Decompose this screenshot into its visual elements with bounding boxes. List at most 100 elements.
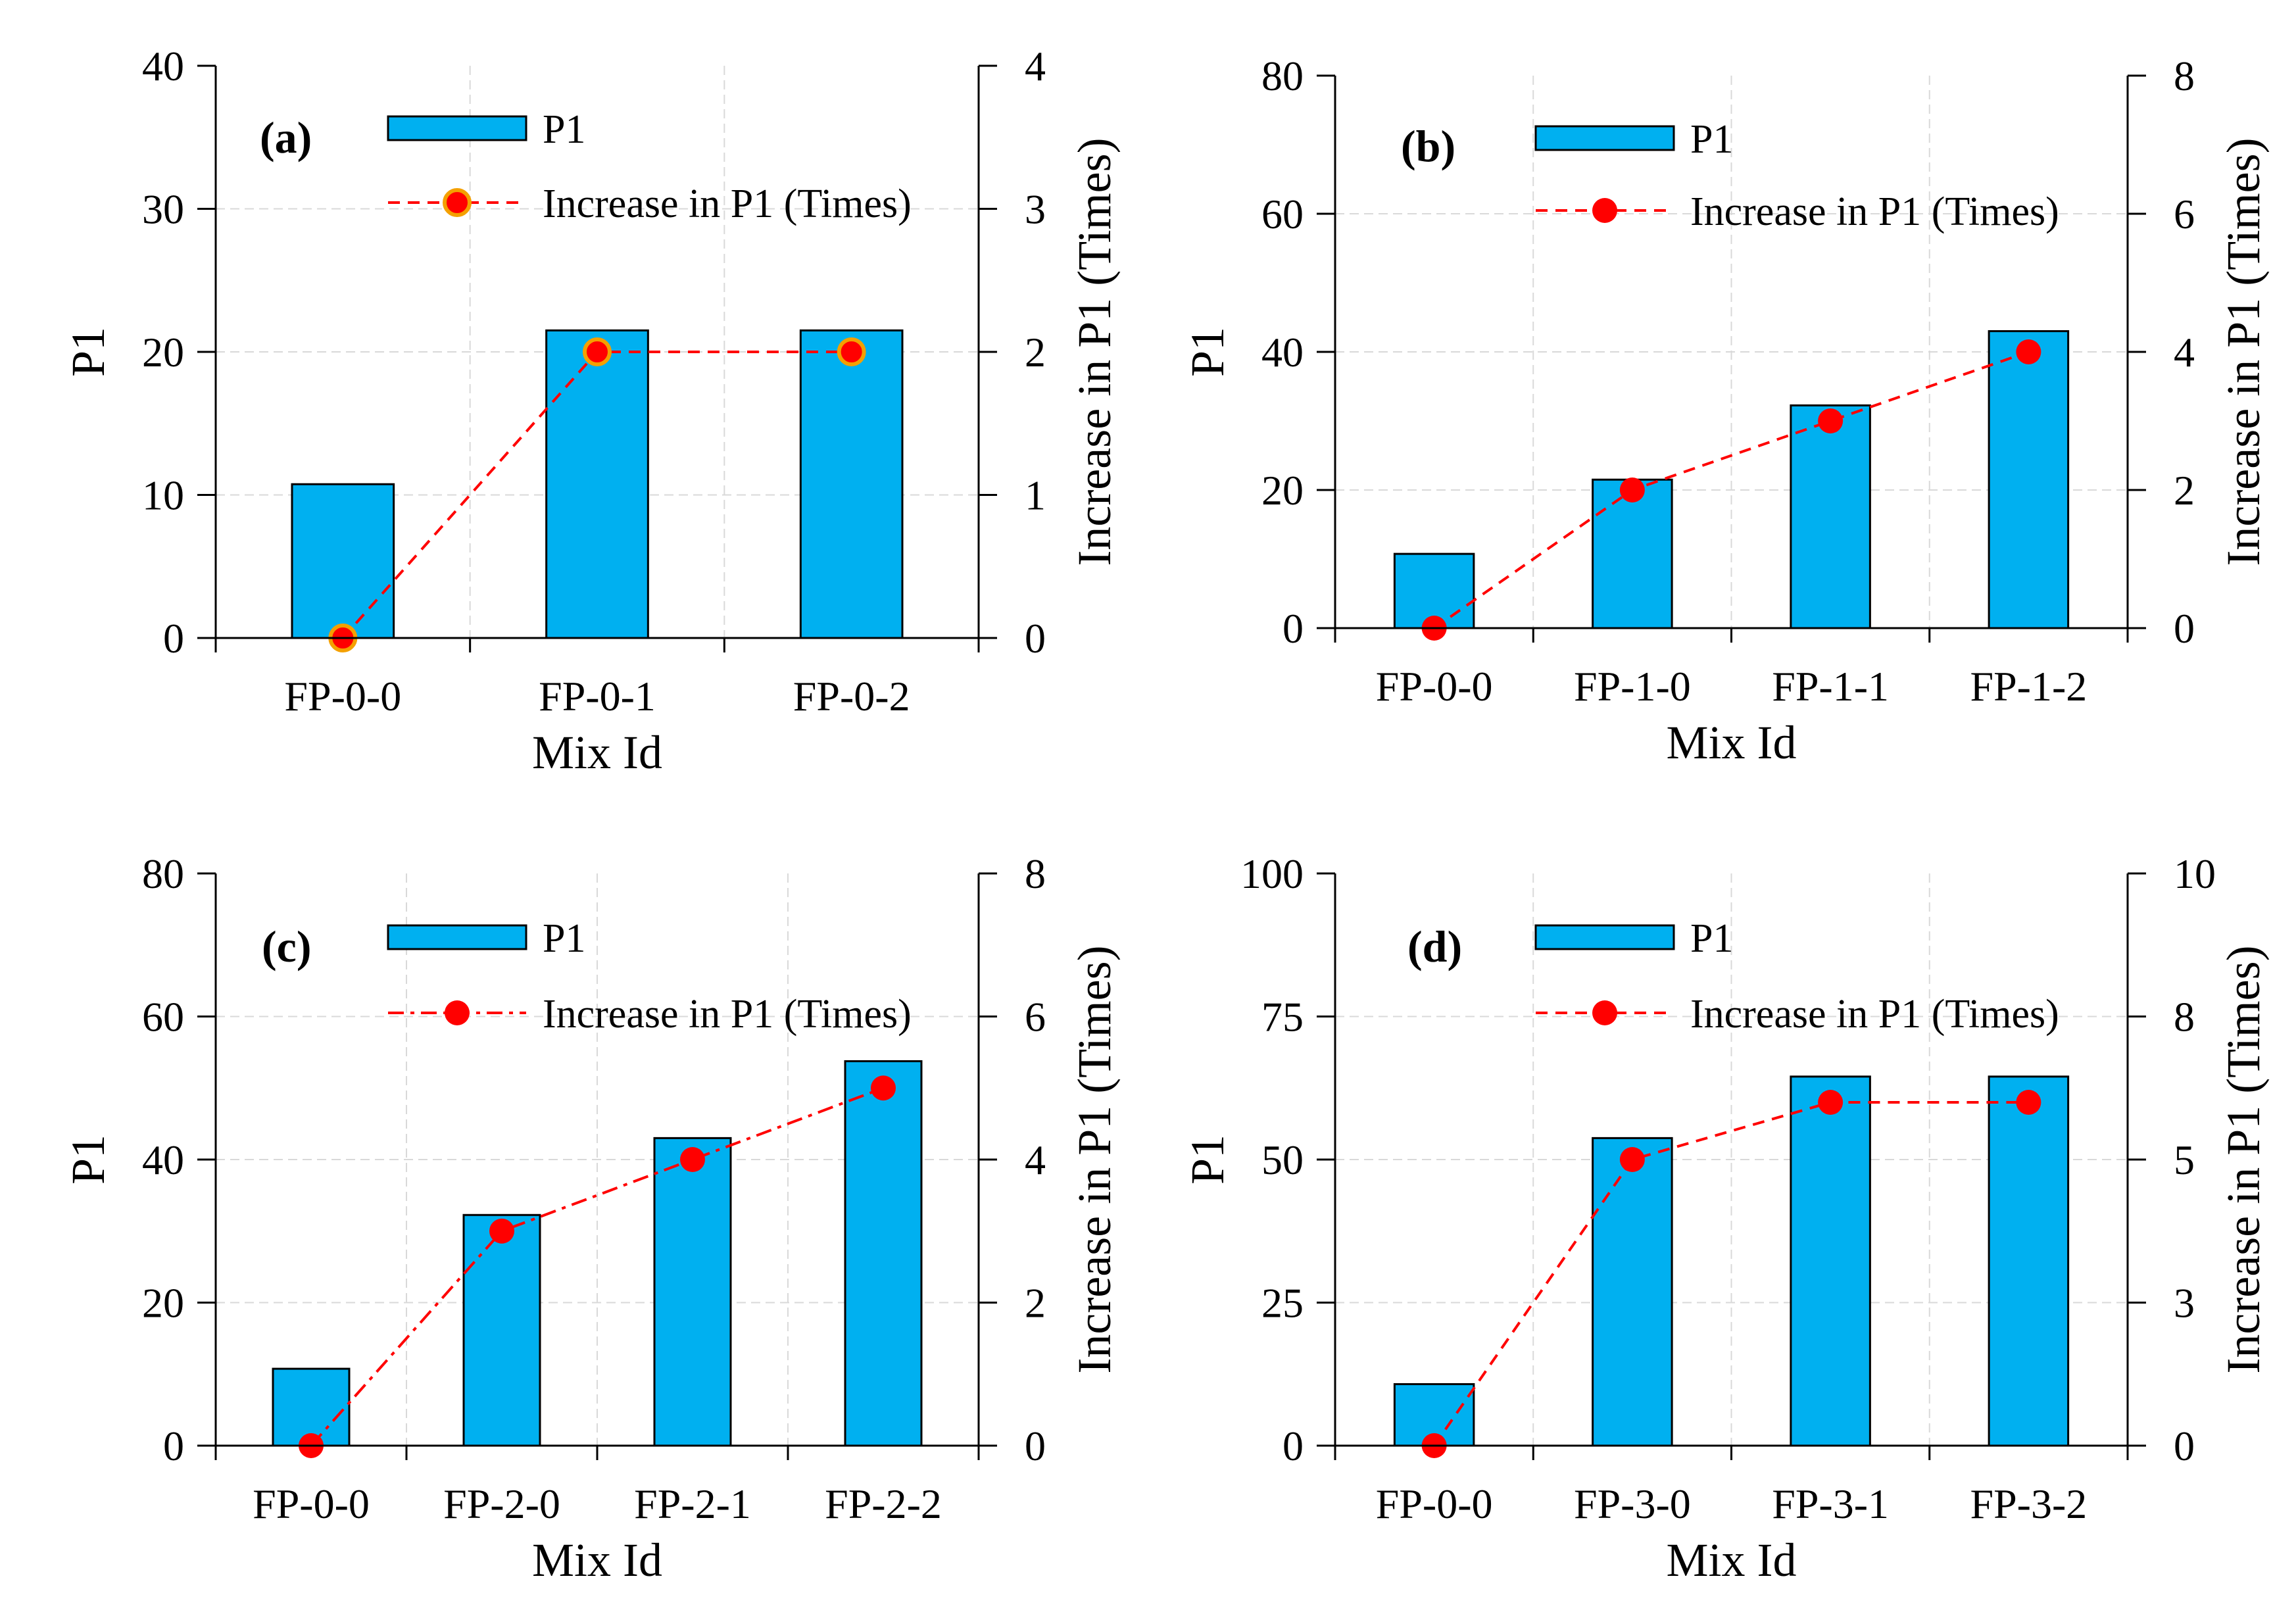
panel-3: 0 25 50 75 100 0 3 5 8 10 FP-0-0 FP-3-0 FP-3-1 FP-3-2… [1181,850,2270,1586]
line-point [680,1147,705,1172]
y2-tick-label: 6 [2174,191,2195,237]
bar [1592,1137,1673,1447]
bar [1988,330,2070,629]
x-tick-label: FP-2-2 [825,1481,942,1527]
legend-bar-swatch [1534,924,1675,950]
x-tick-label: FP-0-1 [539,673,656,720]
line-point [489,1218,514,1244]
y-tick-label: 40 [1261,329,1304,376]
y2-tick-label: 6 [1025,994,1046,1041]
bar [272,1367,351,1447]
line-point [2016,1090,2041,1115]
y2-axis-title: Increase in P1 (Times) [2217,945,2270,1373]
y-tick-label: 100 [1240,850,1304,897]
legend-label: Increase in P1 (Times) [543,182,912,226]
y2-axis-title: Increase in P1 (Times) [2217,137,2270,566]
bar [844,1060,923,1447]
legend-label: P1 [543,916,585,961]
x-tick-label: FP-0-0 [1376,1481,1493,1527]
x-tick-label: FP-0-2 [793,673,910,720]
x-tick-label: FP-0-0 [1376,663,1493,710]
x-tick-label: FP-0-0 [253,1481,370,1527]
x-tick-label: FP-1-1 [1772,663,1889,710]
legend-label: Increase in P1 (Times) [1690,992,2059,1037]
y-tick-label: 40 [142,43,184,89]
line-point [583,337,612,366]
x-axis-title: Mix Id [1667,1534,1797,1586]
line-point [2016,339,2041,364]
series-line [1432,1101,2029,1447]
y2-tick-label: 8 [2174,53,2195,99]
legend-bar-swatch [387,924,527,950]
y2-tick-label: 10 [2174,850,2216,897]
y2-tick-label: 0 [2174,1423,2195,1469]
bar [653,1137,732,1447]
bar [462,1213,541,1447]
y-tick-label: 25 [1261,1280,1304,1327]
series-line [310,1087,884,1447]
y2-tick-label: 0 [1025,1423,1046,1469]
y2-tick-label: 4 [1025,43,1046,89]
y-tick-label: 0 [163,615,184,662]
panel-0: 0 10 20 30 40 0 1 2 3 4 FP-0-0 FP-0-1 FP-0-2 Mix Id P1… [62,43,1121,779]
legend-bar-swatch [387,115,527,141]
x-tick-label: FP-2-0 [443,1481,560,1527]
y2-tick-label: 0 [1025,615,1046,662]
panel-label: (a) [260,112,312,162]
y-tick-label: 20 [142,329,184,376]
y-tick-label: 0 [1282,605,1304,652]
legend-label: Increase in P1 (Times) [543,992,912,1037]
x-axis-title: Mix Id [532,1534,662,1586]
y2-tick-label: 0 [2174,605,2195,652]
panel-2: 0 20 40 60 80 0 2 4 6 8 FP-0-0 FP-2-0 FP-2-1 FP-2-2 Mi… [62,850,1121,1586]
line-point [1619,477,1645,502]
y-tick-label: 20 [1261,467,1304,514]
y2-tick-label: 3 [2174,1280,2195,1327]
y2-tick-label: 2 [1025,1280,1046,1327]
line-point [871,1075,896,1101]
legend-label: P1 [543,107,585,152]
y-tick-label: 10 [142,472,184,519]
y-tick-label: 40 [142,1137,184,1183]
y-tick-label: 0 [1282,1423,1304,1469]
line-point [837,337,866,366]
y-axis-title: P1 [1181,1135,1234,1185]
x-tick-label: FP-1-0 [1574,663,1691,710]
panel-1: 0 20 40 60 80 0 2 4 6 8 FP-0-0 FP-1-0 FP-1-1 FP-1-2 Mi… [1181,53,2270,769]
x-tick-label: FP-3-1 [1772,1481,1889,1527]
panel-label: (c) [262,921,311,971]
line-point [1619,1147,1645,1172]
x-tick-label: FP-3-0 [1574,1481,1691,1527]
x-tick-label: FP-3-2 [1970,1481,2087,1527]
y-axis-title: P1 [62,1135,114,1185]
bar [1790,404,1871,629]
x-tick-label: FP-0-0 [284,673,401,720]
bar [1988,1075,2070,1447]
y-tick-label: 50 [1261,1137,1304,1183]
x-tick-label: FP-1-2 [1970,663,2087,710]
y2-axis-title: Increase in P1 (Times) [1068,137,1121,566]
legend-marker [1592,198,1617,223]
bar [291,483,395,639]
y2-tick-label: 1 [1025,472,1046,519]
series-line [1433,351,2030,629]
bar [545,329,649,639]
bar [1592,478,1673,629]
y-tick-label: 75 [1261,994,1304,1041]
y-axis-title: P1 [1181,327,1234,377]
y2-tick-label: 2 [2174,467,2195,514]
x-axis-title: Mix Id [532,726,662,779]
panel-label: (b) [1401,121,1455,171]
y-tick-label: 0 [163,1423,184,1469]
y2-tick-label: 5 [2174,1137,2195,1183]
y-tick-label: 30 [142,186,184,233]
y-tick-label: 80 [1261,53,1304,99]
y-tick-label: 20 [142,1280,184,1327]
bar [799,329,904,639]
y2-tick-label: 4 [2174,329,2195,376]
legend-label: Increase in P1 (Times) [1690,189,2059,234]
legend-label: P1 [1690,916,1733,961]
legend-marker [1592,1000,1617,1025]
y-tick-label: 60 [142,994,184,1041]
